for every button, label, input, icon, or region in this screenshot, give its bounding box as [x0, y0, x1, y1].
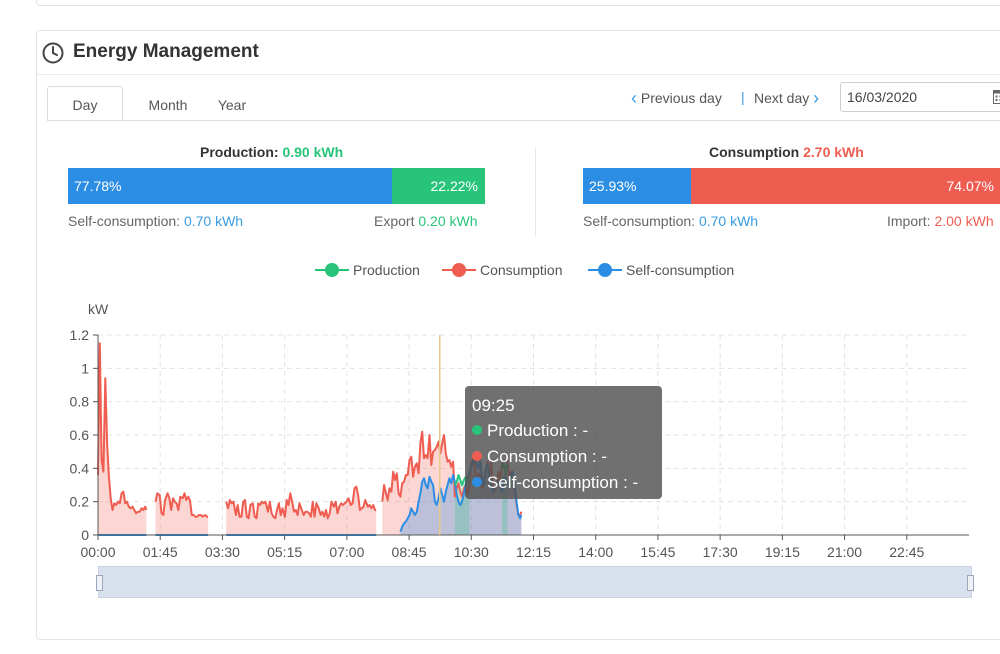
legend-consumption-symbol [442, 263, 476, 277]
legend-self-consumption-label: Self-consumption [626, 262, 735, 278]
y-tick-label: 0.6 [70, 427, 90, 443]
legend-consumption[interactable]: Consumption [442, 260, 563, 280]
tooltip-consumption: Consumption : - [472, 447, 607, 467]
tooltip-self-consumption-label: Self-consumption : - [487, 473, 639, 492]
legend-self-consumption[interactable]: Self-consumption [588, 260, 734, 280]
energy-management-panel: Energy Management Day Month Year ‹ Previ… [36, 30, 1000, 640]
x-tick-label: 08:45 [392, 544, 427, 560]
production-export: Export 0.20 kWh [374, 213, 478, 229]
chevron-left-icon: ‹ [631, 88, 637, 108]
consumption-line [97, 342, 148, 515]
panel-header: Energy Management [37, 31, 1000, 75]
consumption-self-label: Self-consumption: [583, 213, 696, 229]
tab-year[interactable]: Year [217, 97, 247, 113]
tooltip-consumption-label: Consumption : - [487, 447, 607, 466]
nav-separator: | [741, 89, 745, 105]
consumption-line [225, 485, 377, 520]
panel-title: Energy Management [73, 41, 259, 62]
consumption-area [155, 493, 209, 535]
y-tick-label: 1.2 [70, 327, 90, 343]
previous-day-label: Previous day [640, 90, 722, 106]
legend-production-symbol [315, 263, 349, 277]
legend-production[interactable]: Production [315, 260, 420, 280]
consumption-bar: 25.93% 74.07% [583, 168, 1000, 204]
consumption-area [98, 343, 147, 535]
tooltip-consumption-dot [472, 451, 482, 461]
consumption-import-segment: 74.07% [691, 168, 1000, 204]
production-total: 0.90 kWh [282, 144, 344, 160]
x-tick-label: 03:30 [205, 544, 240, 560]
production-export-value: 0.20 kWh [418, 213, 478, 229]
summary-divider [535, 148, 536, 236]
consumption-import: Import: 2.00 kWh [887, 213, 994, 229]
production-title: Production: 0.90 kWh [200, 144, 343, 160]
zoom-slider-left-handle[interactable] [96, 575, 103, 591]
clock-icon [42, 42, 64, 64]
production-self-value: 0.70 kWh [183, 213, 244, 229]
next-day-button[interactable]: Next day › [754, 88, 819, 109]
tooltip-self-consumption: Self-consumption : - [472, 473, 638, 493]
x-tick-label: 12:15 [516, 544, 551, 560]
tooltip-self-consumption-dot [472, 477, 482, 487]
consumption-self-consumption: Self-consumption: 0.70 kWh [583, 213, 758, 229]
y-axis-unit: kW [88, 301, 109, 317]
tooltip-production-label: Production : - [487, 421, 589, 440]
chart-axes: 0 0.2 0.4 0.6 0.8 1 1.2 00:00 01:45 03:30 05:15 07:… [70, 327, 969, 560]
x-tick-label: 17:30 [703, 544, 738, 560]
zoom-slider[interactable] [96, 566, 974, 598]
zoom-slider-right-handle[interactable] [967, 575, 974, 591]
y-tick-label: 1 [81, 360, 89, 376]
production-self-segment: 77.78% [68, 168, 393, 204]
x-tick-label: 22:45 [889, 544, 924, 560]
x-tick-label: 14:00 [578, 544, 613, 560]
x-tick-label: 00:00 [80, 544, 115, 560]
production-export-label: Export [374, 213, 415, 229]
x-tick-label: 05:15 [267, 544, 302, 560]
x-tick-label: 10:30 [454, 544, 489, 560]
consumption-self-segment: 25.93% [583, 168, 692, 204]
production-title-label: Production: [200, 144, 279, 160]
y-tick-label: 0 [81, 527, 89, 543]
next-day-label: Next day [754, 90, 810, 106]
x-tick-label: 07:00 [329, 544, 364, 560]
x-tick-label: 21:00 [827, 544, 862, 560]
period-tabs: Day Month Year [47, 86, 1000, 121]
production-bar: 77.78% 22.22% [68, 168, 485, 204]
production-self-consumption: Self-consumption: 0.70 kWh [68, 213, 243, 229]
x-tick-label: 15:45 [640, 544, 675, 560]
tooltip-production-dot [472, 425, 482, 435]
y-tick-label: 0.8 [70, 394, 90, 410]
consumption-import-value: 2.00 kWh [934, 213, 994, 229]
tab-day[interactable]: Day [47, 86, 123, 120]
tooltip-time: 09:25 [472, 396, 515, 415]
consumption-self-value: 0.70 kWh [698, 213, 759, 229]
y-tick-label: 0.4 [70, 460, 90, 476]
x-tick-label: 01:45 [143, 544, 178, 560]
x-tick-label: 19:15 [765, 544, 800, 560]
date-input[interactable] [840, 82, 1000, 112]
consumption-total: 2.70 kWh [803, 144, 864, 160]
tooltip-production: Production : - [472, 421, 588, 441]
chart-tooltip: 09:25 Production : - Consumption : - Sel… [465, 386, 662, 499]
production-self-label: Self-consumption: [68, 213, 181, 229]
tab-month[interactable]: Month [148, 97, 188, 113]
legend-consumption-label: Consumption [480, 262, 563, 278]
previous-day-button[interactable]: ‹ Previous day [631, 88, 722, 109]
previous-card [36, 0, 1000, 6]
self-consumption-area [400, 458, 522, 535]
legend-production-label: Production [353, 262, 420, 278]
consumption-line [154, 492, 209, 518]
production-export-segment: 22.22% [392, 168, 485, 204]
consumption-import-label: Import: [887, 213, 931, 229]
consumption-title-label: Consumption [709, 144, 800, 160]
consumption-title: Consumption 2.70 kWh [709, 144, 864, 160]
legend-self-consumption-symbol [588, 263, 622, 277]
chevron-right-icon: › [813, 88, 820, 108]
y-tick-label: 0.2 [70, 494, 90, 510]
